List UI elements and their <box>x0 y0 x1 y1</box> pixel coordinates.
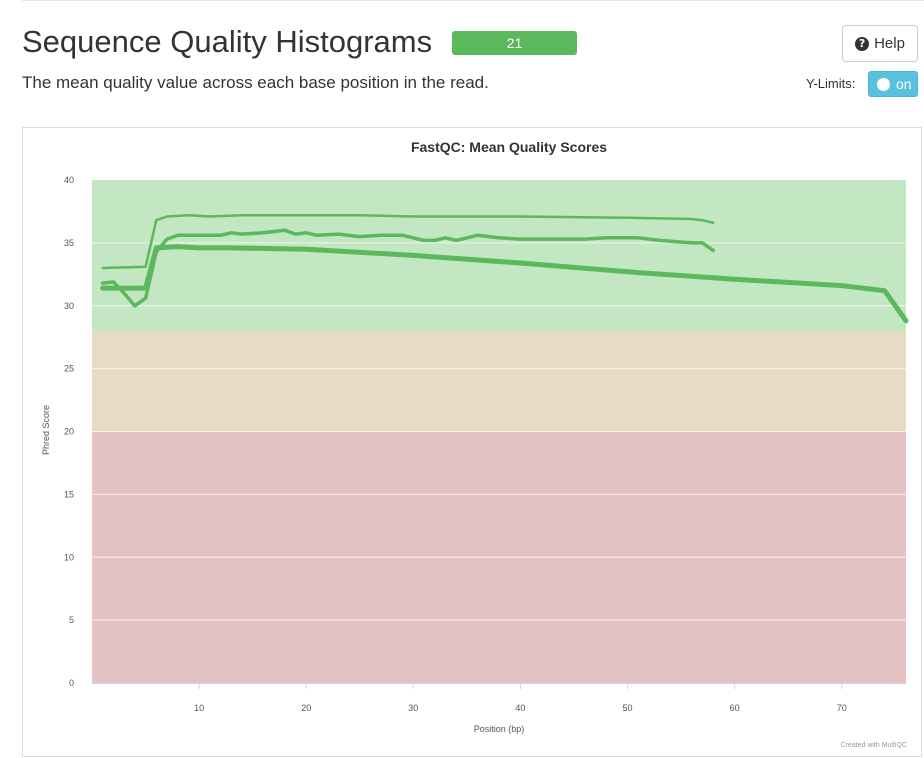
series-line-1 <box>101 213 715 270</box>
page-title: Sequence Quality Histograms <box>22 24 433 59</box>
band-warn <box>92 330 906 432</box>
band-good <box>92 180 906 331</box>
x-tick-label: 10 <box>194 703 204 713</box>
ylimits-toggle[interactable]: on <box>868 71 918 97</box>
x-tick-label: 50 <box>623 703 633 713</box>
y-tick-label: 10 <box>64 552 74 562</box>
y-tick-label: 25 <box>64 364 74 374</box>
y-tick-label: 30 <box>64 301 74 311</box>
y-tick-label: 35 <box>64 238 74 248</box>
y-tick-label: 40 <box>64 175 74 185</box>
x-tick-label: 40 <box>515 703 525 713</box>
sample-count-bar[interactable]: 21 <box>452 31 577 55</box>
y-tick-label: 15 <box>64 489 74 499</box>
question-circle-icon: ? <box>855 36 870 51</box>
x-tick-label: 20 <box>301 703 311 713</box>
section-description: The mean quality value across each base … <box>22 73 489 92</box>
top-divider <box>22 0 924 1</box>
ylimits-label: Y-Limits: <box>806 76 856 91</box>
x-axis-label: Position (bp) <box>474 724 525 734</box>
x-tick-label: 60 <box>730 703 740 713</box>
mean-quality-chart: 0 5 10 15 20 25 30 35 40 10 20 30 40 50 60 70 FastQC: Me… <box>41 139 909 749</box>
multiqc-credit: Created with MultiQC <box>840 742 907 749</box>
series-line-3 <box>100 244 909 324</box>
help-button[interactable]: ? Help <box>842 25 918 62</box>
chart-title: FastQC: Mean Quality Scores <box>411 139 607 155</box>
sample-count-label: 21 <box>506 35 523 51</box>
y-tick-label: 0 <box>69 678 74 688</box>
y-tick-label: 20 <box>64 427 74 437</box>
ylimits-toggle-label: on <box>896 76 912 92</box>
chart-container: 0 5 10 15 20 25 30 35 40 10 20 30 40 50 60 70 FastQC: Me… <box>22 127 922 757</box>
help-button-label: Help <box>874 35 905 52</box>
y-axis-label: Phred Score <box>41 405 51 455</box>
x-tick-label: 30 <box>408 703 418 713</box>
toggle-knob-icon <box>877 78 890 91</box>
series-line-2 <box>100 228 715 308</box>
x-tick-label: 70 <box>837 703 847 713</box>
y-tick-label: 5 <box>69 615 74 625</box>
